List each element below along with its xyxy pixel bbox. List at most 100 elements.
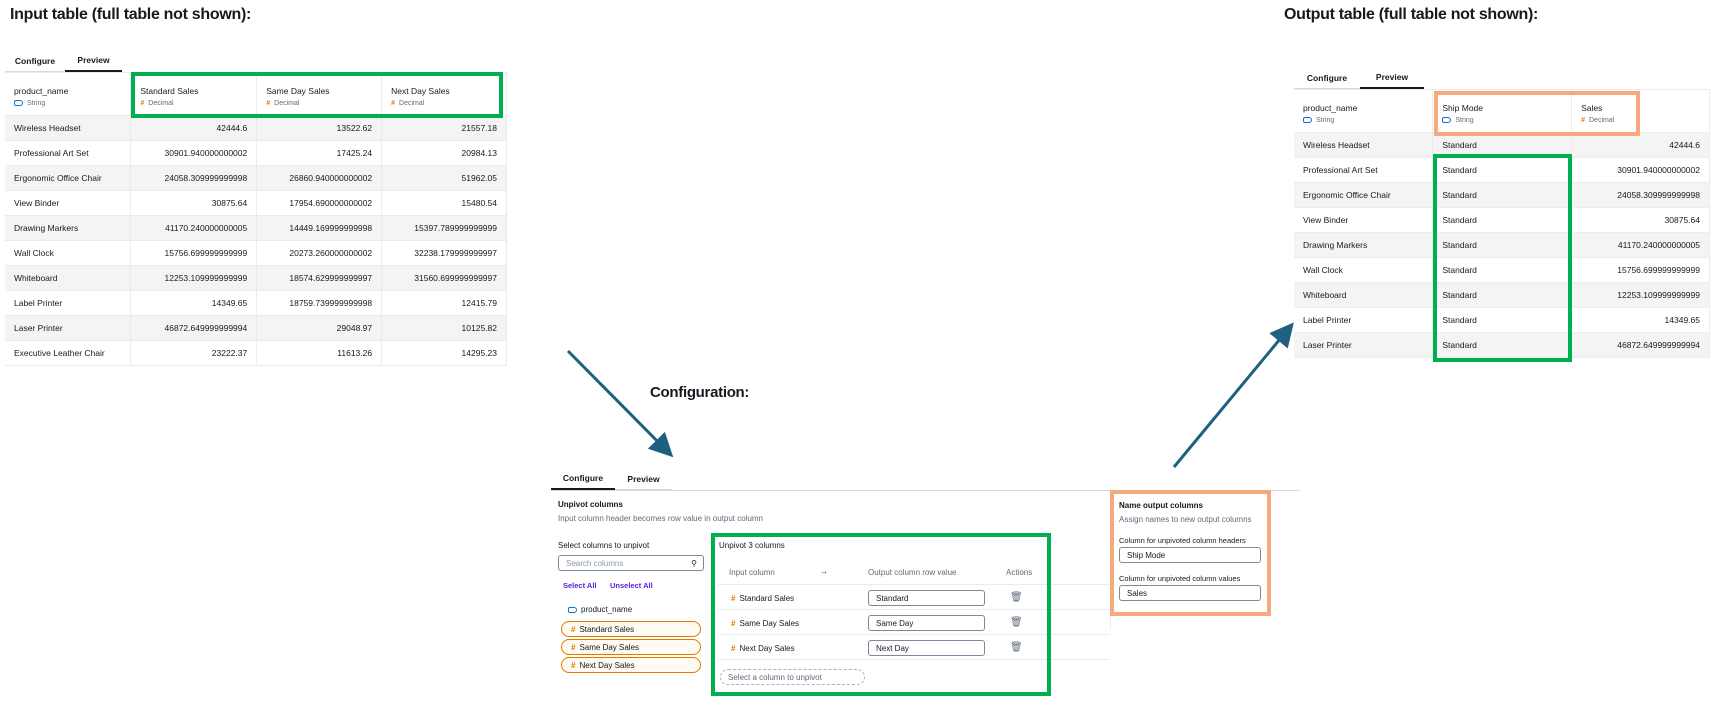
tab-preview[interactable]: Preview — [65, 50, 122, 72]
hash-icon: # — [571, 642, 576, 652]
column-type: # Decimal — [266, 100, 300, 108]
column-type: # Decimal — [1581, 117, 1615, 125]
table-cell: View Binder — [5, 190, 132, 216]
tab-configure[interactable]: Configure — [14, 56, 56, 66]
hash-icon: # — [140, 100, 145, 108]
input-table-title: Input table (full table not shown): — [10, 6, 252, 23]
input-table: product_name String Standard Sales # Decimal… — [5, 73, 507, 366]
table-row: Laser Printer Standard 46872.649999999994 — [1294, 332, 1710, 358]
column-type: # Decimal — [391, 100, 425, 108]
table-row: Label Printer 14349.65 18759.739999999998 1… — [5, 290, 507, 316]
hash-icon: # — [1581, 117, 1585, 125]
column-header[interactable]: Sales # Decimal — [1571, 90, 1710, 133]
column-name: Next Day Sales — [391, 86, 450, 97]
table-cell: 41170.240000000005 — [1571, 232, 1710, 258]
search-placeholder: Search columns — [566, 558, 624, 568]
table-cell: 21557.18 — [381, 115, 507, 141]
unselect-all-link[interactable]: Unselect All — [610, 581, 653, 590]
table-cell: 23222.37 — [130, 340, 258, 366]
string-icon — [568, 606, 577, 613]
table-cell: Standard — [1432, 132, 1573, 158]
column-type: String — [14, 100, 121, 107]
headers-column-input[interactable]: Ship Mode — [1119, 547, 1261, 563]
mapping-output-input[interactable]: Same Day — [868, 615, 985, 631]
table-cell: 14295.23 — [381, 340, 507, 366]
hash-icon: # — [731, 619, 736, 628]
table-row: Wall Clock Standard 15756.699999999999 — [1294, 257, 1710, 283]
table-cell: Whiteboard — [5, 265, 132, 291]
table-cell: Standard — [1432, 182, 1573, 208]
table-row: Whiteboard Standard 12253.109999999999 — [1294, 282, 1710, 308]
search-columns-input[interactable]: Search columns ⚲ — [558, 555, 704, 571]
header-actions: Actions — [1006, 568, 1033, 577]
table-cell: Professional Art Set — [5, 140, 132, 166]
config-tabs: Configure Preview — [551, 468, 672, 490]
trash-icon[interactable]: 🗑 — [1010, 592, 1023, 603]
table-cell: 14349.65 — [130, 290, 258, 316]
output-tabs: Configure Preview — [1294, 67, 1424, 89]
table-cell: 30901.940000000002 — [130, 140, 258, 166]
column-option-same-day-sales[interactable]: # Same Day Sales — [561, 639, 701, 655]
tab-configure[interactable]: Configure — [1306, 73, 1348, 83]
mapping-output-input[interactable]: Standard — [868, 590, 985, 606]
table-cell: Wall Clock — [1294, 257, 1434, 283]
table-cell: Executive Leather Chair — [5, 340, 132, 366]
column-header[interactable]: Ship Mode String — [1432, 90, 1573, 133]
table-row: Wall Clock 15756.699999999999 20273.260000… — [5, 240, 507, 266]
column-header[interactable]: product_name String — [5, 73, 132, 116]
name-output-heading: Name output columns — [1119, 501, 1204, 510]
table-cell: 51962.05 — [381, 165, 507, 191]
table-row: Whiteboard 12253.109999999999 18574.629999… — [5, 265, 507, 291]
select-all-link[interactable]: Select All — [563, 581, 597, 590]
table-cell: 32238.179999999997 — [381, 240, 507, 266]
table-cell: 29048.97 — [256, 315, 383, 341]
table-cell: 46872.649999999994 — [130, 315, 258, 341]
table-cell: Ergonomic Office Chair — [1294, 182, 1434, 208]
string-icon — [1303, 117, 1312, 124]
tab-preview[interactable]: Preview — [627, 474, 660, 484]
table-cell: 15756.699999999999 — [1571, 257, 1710, 283]
column-type: String — [1442, 117, 1562, 124]
headers-column-label: Column for unpivoted column headers — [1119, 536, 1246, 545]
trash-icon[interactable]: 🗑 — [1010, 617, 1023, 628]
table-cell: 15756.699999999999 — [130, 240, 258, 266]
add-column-select[interactable]: Select a column to unpivot — [720, 669, 865, 685]
table-row: Ergonomic Office Chair Standard 24058.3099… — [1294, 182, 1710, 208]
hash-icon: # — [571, 660, 576, 670]
hash-icon: # — [571, 624, 576, 634]
table-cell: 11613.26 — [256, 340, 383, 366]
table-cell: Standard — [1432, 257, 1573, 283]
tab-preview[interactable]: Preview — [1360, 67, 1424, 89]
trash-icon[interactable]: 🗑 — [1010, 642, 1023, 653]
table-cell: Standard — [1432, 157, 1573, 183]
table-cell: Ergonomic Office Chair — [5, 165, 132, 191]
column-option-next-day-sales[interactable]: # Next Day Sales — [561, 657, 701, 673]
table-row: Wireless Headset 42444.6 13522.62 21557.18 — [5, 115, 507, 141]
table-cell: 17954.690000000002 — [256, 190, 383, 216]
table-row: Ergonomic Office Chair 24058.309999999998… — [5, 165, 507, 191]
unpivot-count-title: Unpivot 3 columns — [719, 541, 785, 550]
column-option-product-name[interactable]: product_name — [568, 605, 632, 614]
unpivot-heading: Unpivot columns — [558, 500, 623, 509]
table-row: View Binder Standard 30875.64 — [1294, 207, 1710, 233]
table-row: Laser Printer 46872.649999999994 29048.97 1… — [5, 315, 507, 341]
input-tabs: Configure Preview — [5, 50, 122, 72]
mapping-input-column: # Next Day Sales — [731, 644, 795, 653]
column-option-standard-sales[interactable]: # Standard Sales — [561, 621, 701, 637]
hash-icon: # — [391, 100, 396, 108]
table-row: Label Printer Standard 14349.65 — [1294, 307, 1710, 333]
mapping-output-input[interactable]: Next Day — [868, 640, 985, 656]
table-cell: 31560.699999999997 — [381, 265, 507, 291]
column-name: Ship Mode — [1442, 103, 1484, 114]
values-column-label: Column for unpivoted column values — [1119, 574, 1241, 583]
table-cell: Drawing Markers — [5, 215, 132, 241]
hash-icon: # — [731, 644, 736, 653]
tab-configure[interactable]: Configure — [551, 468, 615, 490]
table-cell: 42444.6 — [1571, 132, 1710, 158]
column-header[interactable]: Standard Sales # Decimal — [130, 73, 258, 116]
column-header[interactable]: Next Day Sales # Decimal — [381, 73, 507, 116]
values-column-input[interactable]: Sales — [1119, 585, 1261, 601]
table-cell: 15480.54 — [381, 190, 507, 216]
column-header[interactable]: product_name String — [1294, 90, 1434, 133]
